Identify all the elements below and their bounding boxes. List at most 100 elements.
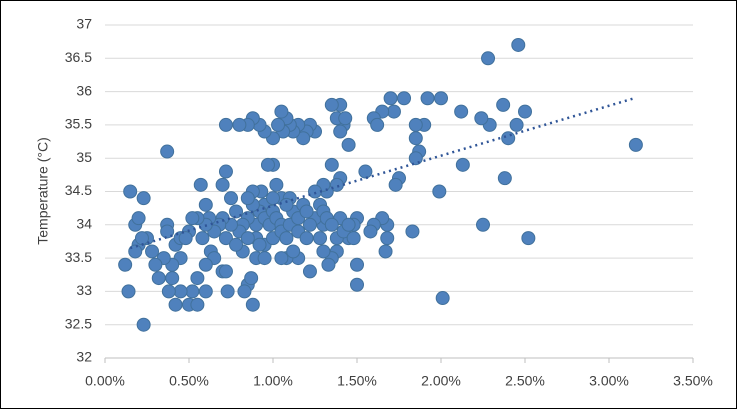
data-point: [260, 157, 275, 172]
data-point: [501, 131, 516, 146]
data-point: [252, 237, 267, 252]
data-point: [198, 284, 213, 299]
x-tick-label: 2.50%: [505, 373, 545, 389]
y-tick-label: 34.5: [65, 182, 92, 198]
data-point: [383, 91, 398, 106]
y-tick-label: 36.5: [65, 49, 92, 65]
x-tick-label: 1.00%: [253, 373, 293, 389]
data-point: [435, 291, 450, 306]
data-point: [358, 164, 373, 179]
data-point: [408, 131, 423, 146]
data-point: [161, 284, 176, 299]
data-point: [266, 191, 280, 206]
data-point: [420, 91, 435, 106]
data-point: [299, 204, 314, 219]
data-point: [131, 211, 146, 226]
data-point: [341, 217, 356, 232]
data-point: [476, 217, 490, 232]
data-point: [193, 177, 208, 192]
data-point: [350, 257, 364, 272]
data-point: [245, 297, 260, 312]
data-point: [244, 271, 259, 286]
data-point: [408, 117, 423, 132]
data-point: [121, 284, 136, 299]
data-point: [240, 231, 255, 246]
data-point: [237, 284, 252, 299]
data-point: [497, 171, 512, 186]
data-point: [628, 137, 643, 152]
y-tick-label: 35.5: [65, 116, 92, 132]
data-point: [218, 231, 233, 246]
data-point: [232, 117, 247, 132]
data-point: [316, 244, 331, 259]
data-point: [178, 231, 193, 246]
data-point: [299, 231, 314, 246]
data-point: [279, 231, 294, 246]
data-point: [198, 257, 213, 272]
data-point: [408, 151, 423, 166]
data-point: [333, 124, 348, 139]
data-point: [296, 131, 311, 146]
data-point: [302, 264, 317, 279]
x-tick-label: 2.00%: [421, 373, 461, 389]
data-point: [434, 91, 448, 106]
x-tick-label: 1.50%: [337, 373, 377, 389]
data-point: [148, 257, 163, 272]
data-point: [215, 177, 230, 192]
data-point: [136, 191, 151, 206]
data-point: [518, 104, 532, 119]
data-point: [168, 297, 183, 312]
data-point: [257, 251, 272, 266]
data-point: [405, 224, 420, 239]
x-tick-label: 3.50%: [673, 373, 713, 389]
data-point: [388, 177, 403, 192]
data-point: [313, 231, 328, 246]
data-point: [341, 137, 356, 152]
data-point: [165, 271, 180, 286]
trendline: [129, 97, 635, 250]
data-point: [123, 184, 138, 199]
data-point: [521, 231, 536, 246]
data-point: [496, 97, 511, 112]
data-point: [185, 284, 200, 299]
data-point: [324, 157, 339, 172]
data-point: [338, 111, 353, 126]
data-point: [386, 104, 401, 119]
y-tick-label: 34: [76, 216, 92, 232]
data-point: [511, 37, 526, 52]
data-point: [118, 257, 133, 272]
data-point: [145, 244, 160, 259]
data-point: [370, 117, 385, 132]
data-point: [324, 217, 339, 232]
data-point: [397, 91, 412, 106]
data-point: [271, 117, 286, 132]
data-point: [198, 197, 213, 212]
data-point: [269, 177, 284, 192]
data-point: [229, 237, 244, 252]
y-tick-label: 32: [76, 349, 92, 365]
y-tick-label: 33.5: [65, 249, 92, 265]
x-tick-label: 0.00%: [85, 373, 125, 389]
y-tick-label: 35: [76, 149, 92, 165]
data-point: [346, 231, 361, 246]
data-point: [380, 231, 395, 246]
y-tick-label: 36: [76, 82, 92, 98]
data-point: [224, 191, 238, 206]
data-point: [240, 191, 255, 206]
data-point: [190, 271, 205, 286]
data-point: [286, 244, 301, 259]
data-point: [455, 157, 470, 172]
y-tick-label: 32.5: [65, 315, 92, 331]
data-point: [279, 197, 294, 212]
x-tick-label: 0.50%: [169, 373, 209, 389]
data-point: [274, 104, 289, 119]
data-point: [185, 211, 200, 226]
data-point: [218, 264, 233, 279]
data-point: [274, 251, 289, 266]
y-tick-label: 37: [76, 16, 92, 32]
data-point: [432, 184, 447, 199]
data-point: [160, 144, 175, 159]
data-point: [134, 231, 149, 246]
data-point: [136, 317, 151, 332]
